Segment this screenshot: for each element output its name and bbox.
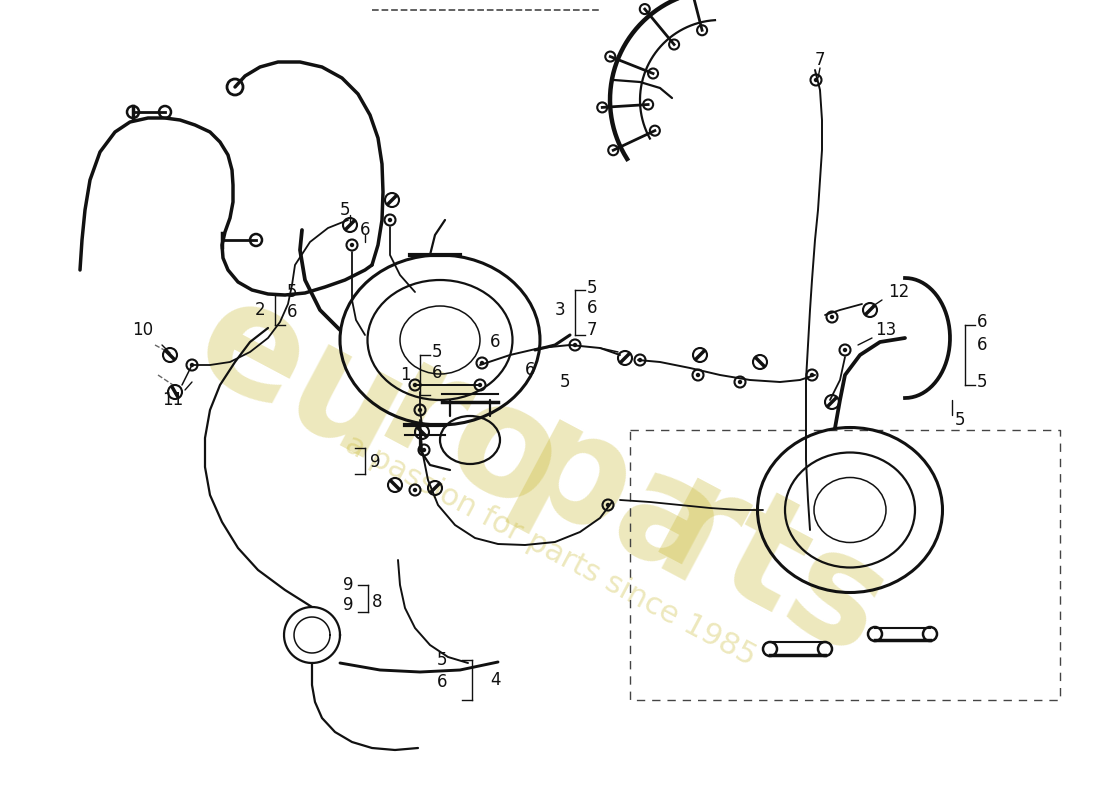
Text: 5: 5: [432, 343, 442, 361]
Text: 6: 6: [287, 303, 297, 321]
Text: 9: 9: [343, 576, 354, 594]
Text: 9: 9: [370, 453, 381, 471]
Circle shape: [412, 488, 417, 492]
Text: 5: 5: [955, 411, 966, 429]
Text: 7: 7: [815, 51, 825, 69]
Circle shape: [350, 242, 354, 247]
Text: 12: 12: [888, 283, 910, 301]
Text: 5: 5: [560, 373, 571, 391]
Text: a passion for parts since 1985: a passion for parts since 1985: [340, 429, 760, 671]
Circle shape: [606, 503, 610, 507]
Circle shape: [843, 348, 847, 352]
Circle shape: [418, 408, 422, 412]
Circle shape: [388, 218, 393, 222]
Text: 6: 6: [977, 313, 988, 331]
Circle shape: [412, 383, 417, 387]
Circle shape: [573, 342, 578, 347]
Text: 2: 2: [255, 301, 265, 319]
Text: 6: 6: [360, 221, 371, 239]
Circle shape: [696, 373, 701, 378]
Text: 6: 6: [525, 361, 536, 379]
Text: 13: 13: [874, 321, 896, 339]
Text: 6: 6: [432, 364, 442, 382]
Text: 6: 6: [490, 333, 500, 351]
Circle shape: [190, 363, 195, 367]
Circle shape: [810, 373, 814, 378]
Text: 5: 5: [340, 201, 351, 219]
Circle shape: [480, 361, 484, 365]
Text: 1: 1: [400, 366, 410, 384]
Text: rts: rts: [629, 448, 911, 692]
Circle shape: [829, 314, 834, 319]
Circle shape: [814, 78, 818, 82]
Text: 4: 4: [490, 671, 500, 689]
Circle shape: [477, 383, 482, 387]
Text: pa: pa: [492, 390, 749, 621]
Circle shape: [738, 380, 742, 384]
Text: 9: 9: [343, 596, 354, 614]
Text: 5: 5: [437, 651, 447, 669]
Text: 3: 3: [556, 301, 565, 319]
Text: 5: 5: [287, 283, 297, 301]
Text: 5: 5: [587, 279, 597, 297]
Text: 6: 6: [977, 336, 988, 354]
Text: 6: 6: [437, 673, 447, 691]
Text: eu: eu: [172, 264, 429, 496]
Text: ro: ro: [355, 332, 584, 548]
Text: 7: 7: [587, 321, 597, 339]
Circle shape: [421, 448, 426, 452]
Text: 5: 5: [977, 373, 988, 391]
Text: 11: 11: [162, 391, 184, 409]
Text: 8: 8: [372, 593, 383, 611]
Circle shape: [638, 358, 642, 362]
Text: 10: 10: [132, 321, 153, 339]
Text: 6: 6: [587, 299, 597, 317]
